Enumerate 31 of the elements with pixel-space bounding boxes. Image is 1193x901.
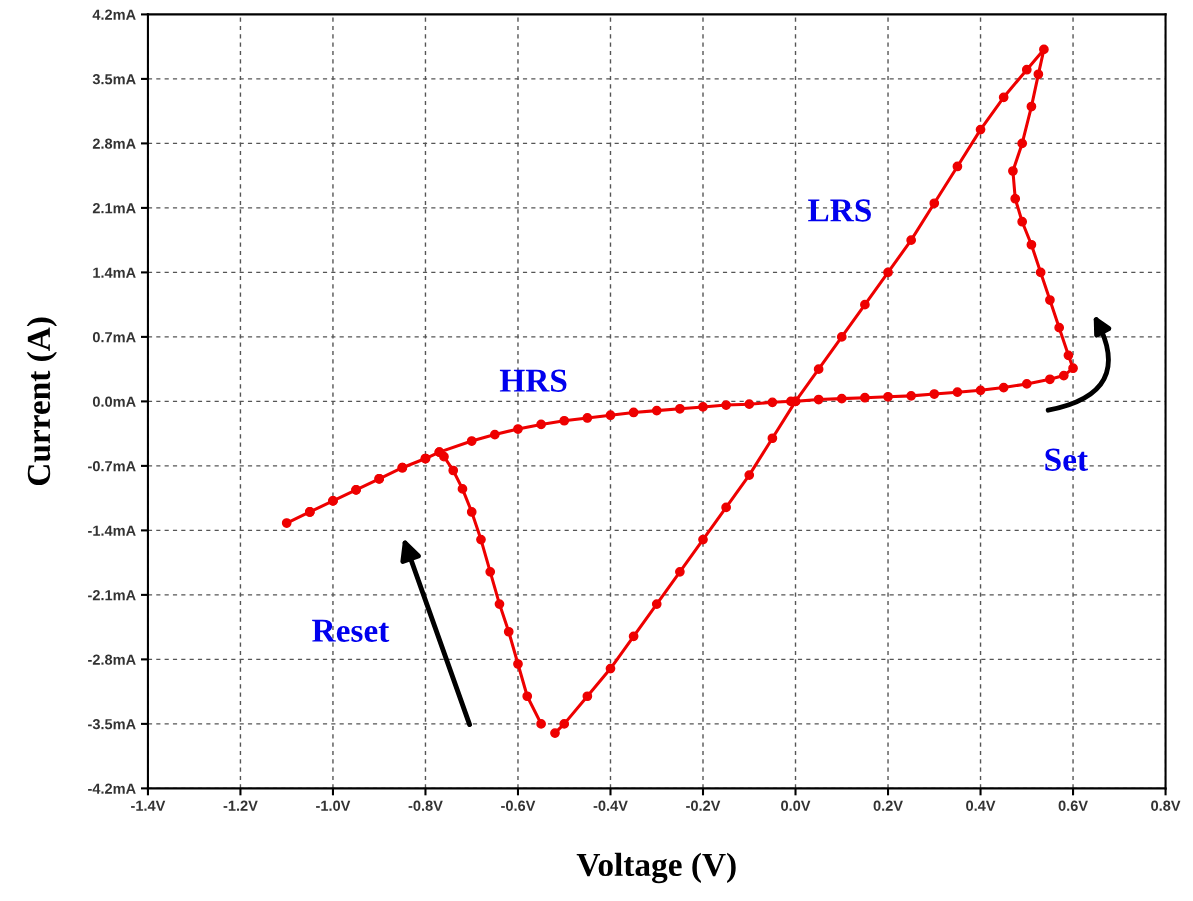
x-tick-label: 0.2V [873,800,903,811]
y-tick-label: 4.2mA [92,9,136,20]
x-tick-label: -0.8V [408,800,443,811]
y-tick-label: 3.5mA [92,74,136,85]
y-tick-label: -0.7mA [88,460,136,472]
y-tick-label: 1.4mA [93,267,136,278]
annotation: LRS [808,199,871,222]
x-tick-label: -0.6V [501,800,536,811]
x-tick-label: -1.2V [223,800,258,811]
x-tick-label: -0.4V [593,800,628,811]
x-tick-label: 0.0V [781,800,811,811]
x-tick-label: 0.4V [966,800,996,811]
y-tick-label: -3.5mA [88,718,136,730]
annotation: Set [1045,448,1088,471]
y-tick-label: 0.0mA [92,396,136,407]
y-tick-label: 2.8mA [92,138,136,149]
x-tick-label: -1.4V [131,800,166,811]
x-tick-label: 0.6V [1058,800,1088,811]
y-tick-label: -4.2mA [88,783,136,794]
y-tick-label: -2.1mA [88,589,136,601]
y-tick-label: -1.4mA [88,525,136,536]
y-tick-label: 2.1mA [92,203,136,214]
x-tick-label: -0.2V [686,800,721,811]
x-axis-title: Voltage (V) [576,852,736,884]
y-tick-label: 0.7mA [92,332,136,343]
y-axis-title: Current (A) [26,317,57,486]
y-tick-label: -2.8mA [88,654,136,665]
annotation: Reset [312,619,390,642]
x-tick-label: -1.0V [316,800,351,811]
annotation: HRS [499,369,567,392]
x-tick-label: 0.8V [1151,800,1181,811]
